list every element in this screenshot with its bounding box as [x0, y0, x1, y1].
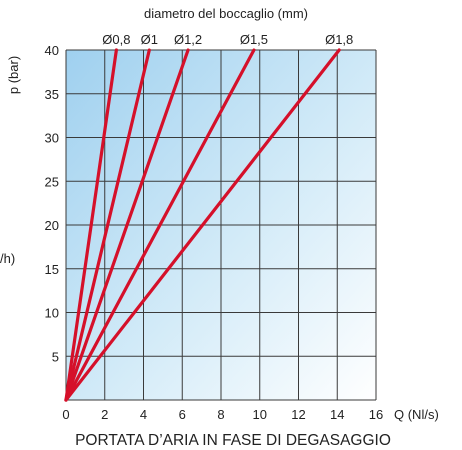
x-tick-label: 10 — [253, 407, 267, 422]
top-diameter-labels: Ø0,8 Ø1 Ø1,2 Ø1,5 Ø1,8 — [102, 32, 353, 47]
x-tick-labels: 0 2 4 6 8 10 12 14 16 — [62, 407, 383, 422]
x-tick-label: 4 — [140, 407, 147, 422]
x-tick-label: 12 — [291, 407, 305, 422]
series-line — [64, 48, 118, 402]
x-axis-title: Q (Nl/s) — [394, 407, 439, 422]
y-tick-label: 35 — [45, 87, 59, 102]
series-label: Ø1,2 — [174, 32, 202, 47]
grid — [65, 49, 377, 401]
y-axis-cut-label: /h) — [0, 251, 15, 266]
x-tick-label: 8 — [217, 407, 224, 422]
top-axis-title: diametro del boccaglio (mm) — [144, 6, 308, 21]
x-tick-label: 16 — [369, 407, 383, 422]
y-tick-labels: 5 10 15 20 25 30 35 40 — [45, 43, 59, 364]
chart-footer: PORTATA D’ARIA IN FASE DI DEGASAGGIO — [75, 432, 391, 449]
series-line — [64, 48, 256, 402]
series-label: Ø1,5 — [240, 32, 268, 47]
series-line — [64, 48, 190, 402]
y-tick-label: 20 — [45, 218, 59, 233]
series-line — [64, 48, 341, 402]
series-lines — [64, 48, 341, 402]
y-tick-label: 25 — [45, 174, 59, 189]
y-tick-label: 5 — [52, 349, 59, 364]
y-axis-title: p (bar) — [6, 56, 21, 94]
y-tick-label: 40 — [45, 43, 59, 58]
x-tick-label: 2 — [101, 407, 108, 422]
x-tick-label: 14 — [330, 407, 344, 422]
x-tick-label: 0 — [62, 407, 69, 422]
x-tick-label: 6 — [179, 407, 186, 422]
series-label: Ø1 — [141, 32, 158, 47]
y-tick-label: 10 — [45, 306, 59, 321]
y-tick-label: 15 — [45, 262, 59, 277]
series-label: Ø1,8 — [325, 32, 353, 47]
series-line — [64, 48, 151, 402]
y-tick-label: 30 — [45, 131, 59, 146]
series-label: Ø0,8 — [102, 32, 130, 47]
